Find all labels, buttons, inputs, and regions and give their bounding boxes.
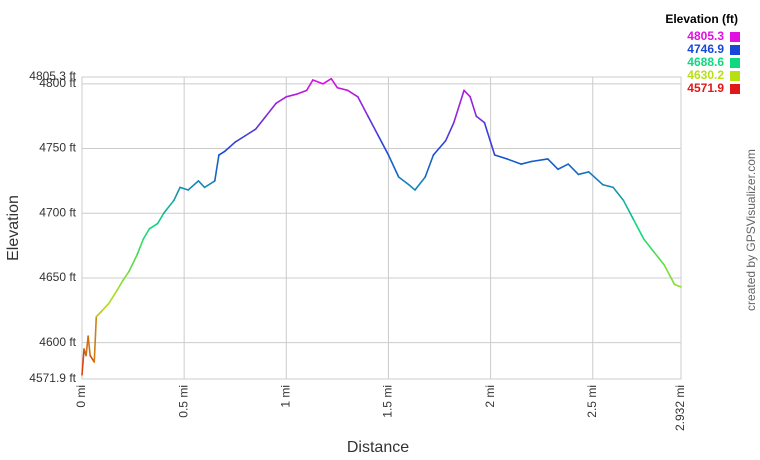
y-axis-label: Elevation: [5, 195, 22, 261]
elevation-segment: [444, 121, 455, 142]
legend-label: 4746.9: [687, 42, 724, 56]
elevation-segment: [213, 154, 220, 182]
elevation-segment: [107, 290, 118, 305]
elevation-segment: [295, 89, 308, 96]
x-tick-label: 2.5 mi: [585, 385, 599, 418]
elevation-segment: [493, 154, 508, 160]
elevation-segment: [244, 128, 257, 137]
legend-swatch: [730, 84, 740, 94]
elevation-segment: [367, 115, 380, 137]
elevation-segment: [330, 77, 339, 89]
elevation-segment: [612, 186, 625, 202]
elevation-segment: [305, 79, 314, 92]
elevation-segment: [136, 238, 145, 256]
elevation-segment: [197, 180, 206, 189]
elevation-segment: [148, 222, 159, 230]
elevation-segment: [162, 199, 175, 215]
elevation-segment: [663, 264, 676, 286]
plot-area: [81, 76, 682, 380]
legend-swatch: [730, 58, 740, 68]
elevation-segment: [602, 183, 614, 189]
y-tick-label: 4571.9 ft: [29, 371, 76, 385]
legend-swatch: [730, 32, 740, 42]
elevation-segment: [469, 95, 478, 118]
elevation-segment: [567, 163, 580, 176]
legend-label: 4805.3: [687, 29, 724, 43]
x-tick-label: 2.932 mi: [673, 385, 687, 431]
y-tick-label: 4700 ft: [39, 205, 76, 219]
elevation-segment: [408, 183, 416, 191]
legend-label: 4688.6: [687, 55, 724, 69]
legend-label: 4630.2: [687, 68, 724, 82]
legend-title: Elevation (ft): [665, 12, 738, 26]
elevation-segment: [224, 141, 237, 152]
elevation-segment: [414, 176, 427, 191]
elevation-segment: [622, 199, 635, 221]
y-tick-label: 4750 ft: [39, 141, 76, 155]
elevation-segment: [285, 93, 298, 98]
elevation-segment: [254, 115, 267, 130]
elevation-segment: [557, 163, 570, 171]
elevation-segment: [95, 309, 104, 318]
elevation-segment: [424, 154, 435, 178]
elevation-segment: [265, 102, 277, 118]
elevation-segment: [653, 251, 666, 266]
elevation-segment: [632, 218, 645, 240]
elevation-segment: [93, 315, 98, 363]
elevation-segment: [87, 335, 91, 357]
elevation-segment: [346, 89, 359, 98]
elevation-segment: [179, 186, 190, 191]
elevation-segment: [546, 158, 559, 171]
elevation-segment: [587, 171, 604, 186]
elevation-segment: [483, 121, 496, 156]
elevation-segment: [453, 89, 465, 124]
credit: created by GPSVisualizer.com: [744, 149, 758, 311]
y-tick-label: 4600 ft: [39, 335, 76, 349]
x-tick-label: 2 mi: [483, 385, 497, 408]
x-tick-label: 1 mi: [278, 385, 292, 408]
y-tick-label: 4800 ft: [39, 76, 76, 90]
elevation-segment: [520, 160, 533, 165]
elevation-segment: [81, 348, 85, 376]
elevation-segment: [530, 158, 549, 163]
elevation-segment: [312, 79, 324, 85]
elevation-segment: [432, 139, 447, 156]
x-tick-label: 0 mi: [74, 385, 88, 408]
legend-swatch: [730, 45, 740, 55]
y-tick-label: 4650 ft: [39, 270, 76, 284]
elevation-segment: [218, 150, 226, 156]
elevation-segment: [357, 95, 369, 118]
elevation-segment: [336, 86, 349, 92]
elevation-segment: [322, 77, 333, 85]
elevation-segment: [397, 176, 410, 186]
elevation-segment: [506, 158, 523, 165]
elevation-segment: [122, 270, 130, 282]
y-tick-label: 4805.3 ft: [29, 69, 76, 83]
elevation-segment: [275, 95, 288, 105]
legend-label: 4571.9: [687, 81, 724, 95]
elevation-segment: [142, 227, 151, 240]
elevation-segment: [203, 180, 216, 189]
elevation-segment: [115, 279, 124, 292]
elevation-segment: [475, 115, 486, 124]
elevation-segment: [463, 89, 471, 98]
elevation-segment: [156, 212, 165, 225]
x-tick-label: 0.5 mi: [176, 385, 190, 418]
elevation-segment: [128, 253, 138, 273]
elevation-segment: [187, 180, 200, 191]
elevation-segment: [173, 186, 181, 202]
elevation-segment: [377, 134, 390, 156]
x-tick-label: 1.5 mi: [381, 385, 395, 418]
elevation-segment: [643, 238, 655, 253]
elevation-segment: [673, 283, 682, 288]
legend-swatch: [730, 71, 740, 81]
x-axis-label: Distance: [347, 439, 409, 456]
elevation-segment: [577, 171, 590, 176]
elevation-segment: [101, 303, 110, 312]
elevation-segment: [387, 154, 400, 178]
elevation-segment: [234, 134, 247, 143]
